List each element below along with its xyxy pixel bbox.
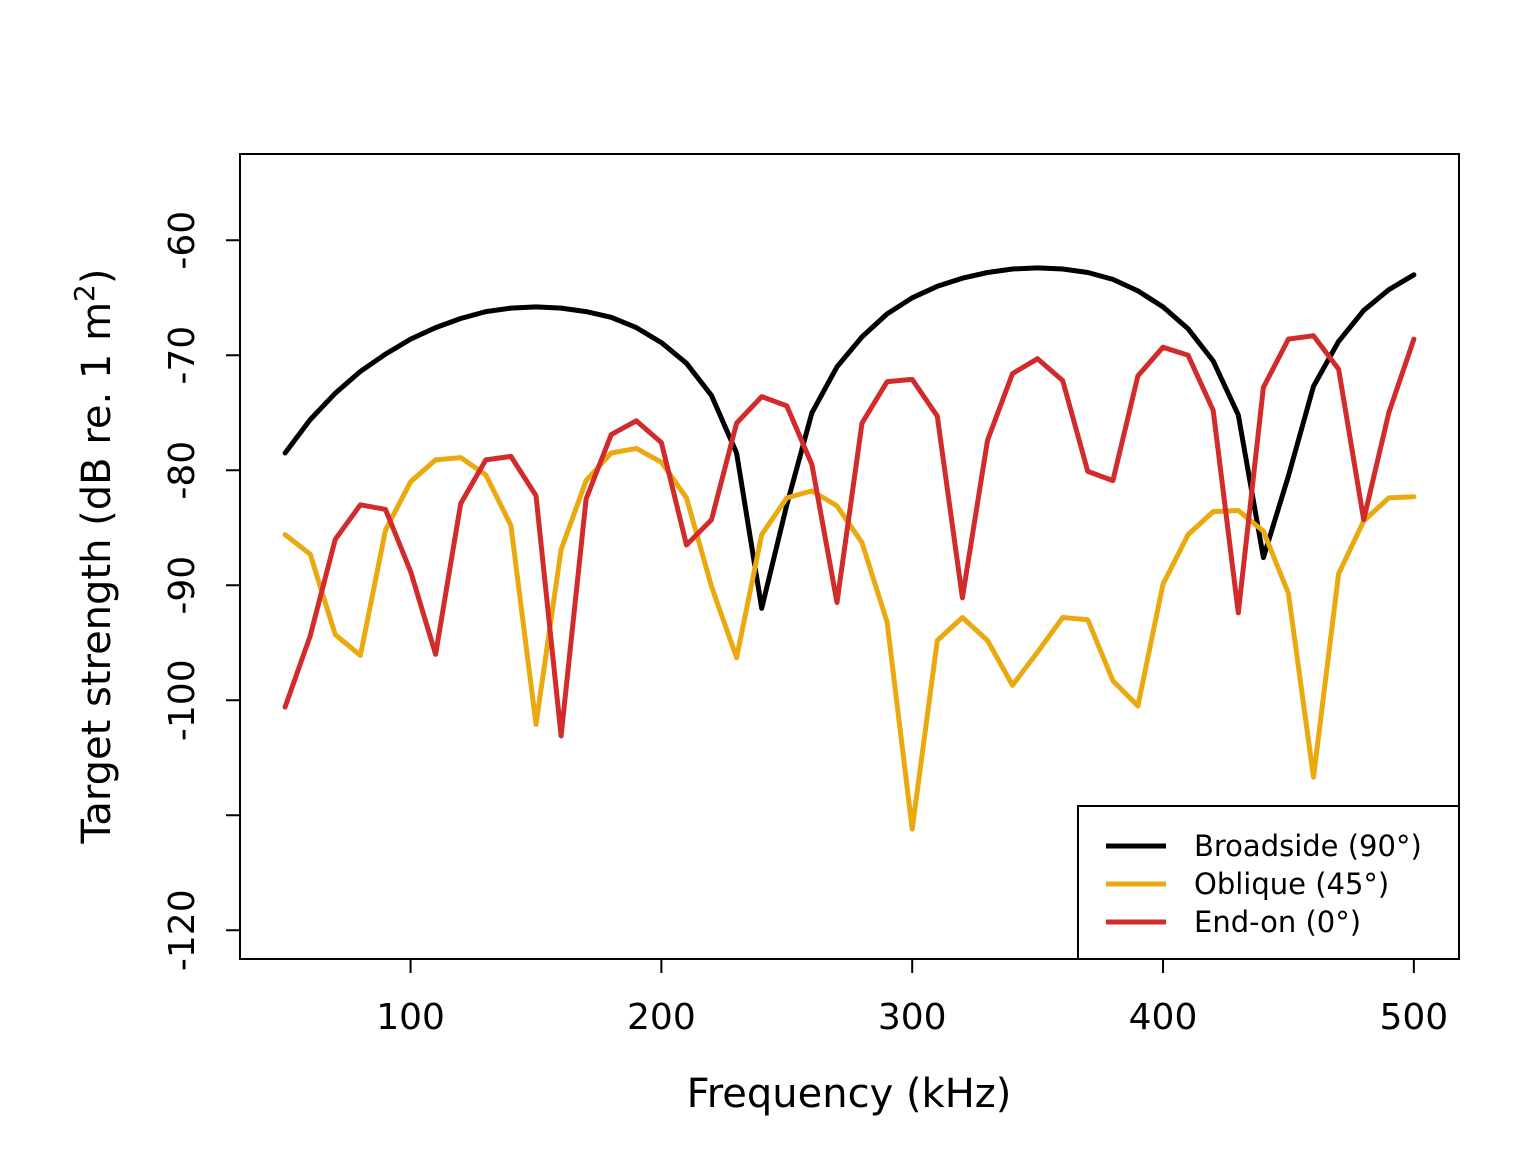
y-axis-title-main: Target strength (dB re. 1 m xyxy=(74,302,120,845)
y-axis-title-close: ) xyxy=(74,269,120,285)
x-axis: 100 200 300 400 500 xyxy=(376,958,1448,1038)
y-tick-label: -80 xyxy=(162,441,203,500)
y-axis-title-superscript: 2 xyxy=(68,284,101,302)
x-axis-title: Frequency (kHz) xyxy=(687,1071,1012,1117)
legend-label: Broadside (90°) xyxy=(1194,829,1422,863)
legend: Broadside (90°) Oblique (45°) End-on (0°) xyxy=(1077,805,1460,960)
x-tick-label: 300 xyxy=(878,997,947,1038)
y-tick-label: -70 xyxy=(162,326,203,385)
y-tick-label: -90 xyxy=(162,556,203,615)
series-line-2 xyxy=(282,333,1417,739)
legend-label: End-on (0°) xyxy=(1194,905,1361,939)
y-tick-label: -100 xyxy=(162,659,203,741)
y-tick-label: -60 xyxy=(162,211,203,270)
series-layer xyxy=(282,265,1417,832)
series-line-0 xyxy=(282,265,1417,611)
x-tick-label: 500 xyxy=(1379,997,1448,1038)
y-tick-label: -120 xyxy=(162,889,203,971)
y-axis-title: Target strength (dB re. 1 m2) xyxy=(68,269,120,845)
x-tick-label: 100 xyxy=(376,997,445,1038)
y-axis: -120 -100 -90 -80 -70 -60 xyxy=(162,211,241,971)
x-tick-label: 400 xyxy=(1129,997,1198,1038)
legend-label: Oblique (45°) xyxy=(1194,867,1389,901)
x-tick-label: 200 xyxy=(627,997,696,1038)
legend-box xyxy=(1077,805,1460,960)
